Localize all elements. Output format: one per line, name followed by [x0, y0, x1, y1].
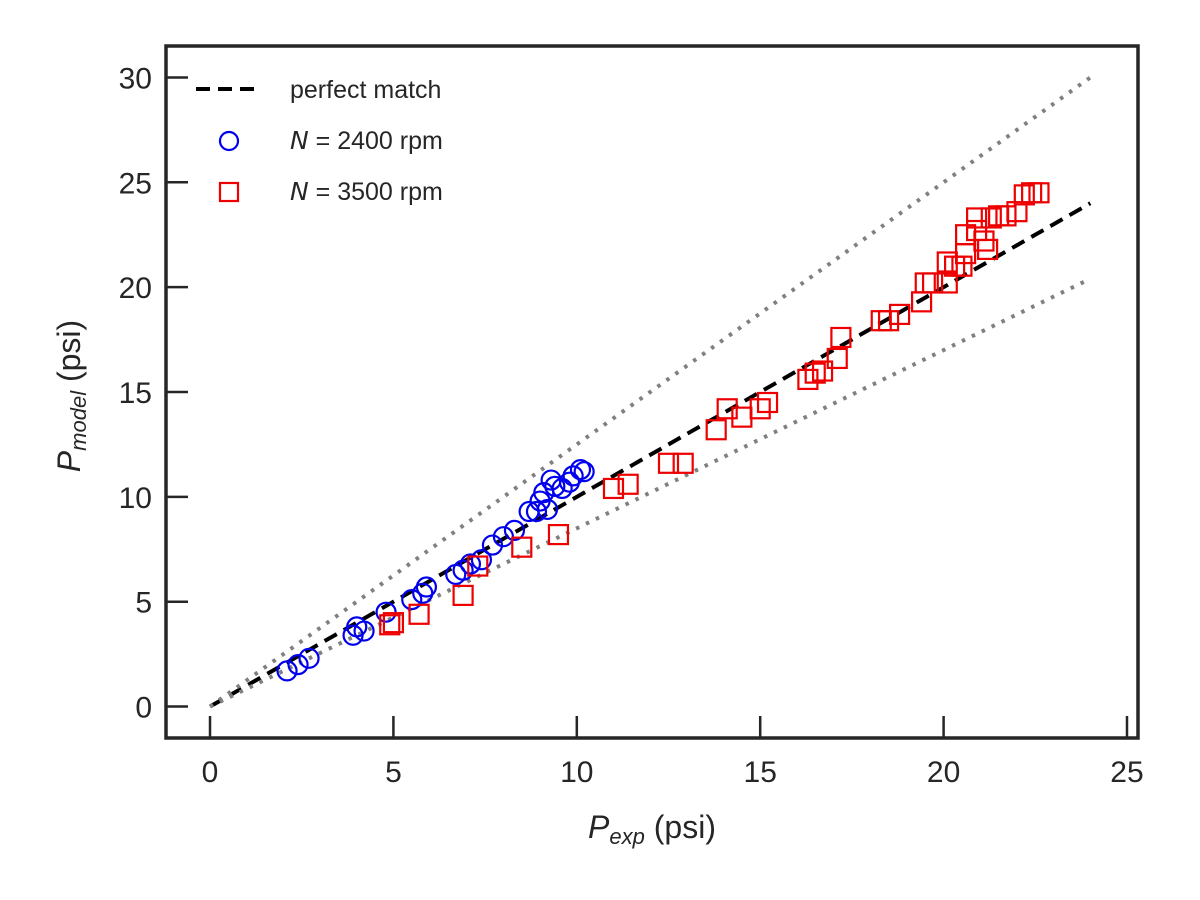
series-0-point-0	[276, 660, 298, 682]
series-0-point-2	[298, 647, 320, 669]
reference-lines	[208, 75, 1092, 709]
x-axis-label: Pexp (psi)	[588, 809, 716, 849]
x-tick-label-3: 15	[744, 756, 777, 789]
series-1-point-28	[936, 251, 958, 273]
legend-3500-label: N = 3500 rpm	[290, 177, 443, 206]
series-1-point-36	[977, 238, 999, 261]
y-tick-label-2: 10	[119, 482, 152, 515]
series-1-point-7	[602, 477, 625, 500]
series-1-point-17	[804, 362, 826, 384]
legend-2400-rest: = 2400 rpm	[309, 127, 443, 155]
series-1-point-15	[756, 391, 779, 414]
axis-ticks: 0 5 10 15 20 25 0 5 10 15 20 25 30	[119, 62, 1144, 789]
series-0-point-11	[452, 559, 474, 581]
series-1-point-43	[1028, 182, 1050, 204]
series-1-point-0	[379, 614, 401, 636]
legend-3500-rest: = 3500 rpm	[309, 178, 443, 206]
x-axis-label-unit: (psi)	[645, 809, 716, 845]
series-1-point-27	[936, 272, 958, 294]
y-tick-label-4: 20	[119, 272, 152, 305]
legend-3500-marker	[218, 181, 240, 203]
series-0-point-27	[569, 458, 592, 481]
series-1-point-18	[811, 360, 834, 382]
x-tick-label-1: 5	[385, 756, 402, 789]
reference-line-2	[209, 276, 1092, 709]
series-1-point-19	[826, 347, 848, 370]
series-1-point-22	[877, 310, 900, 332]
series-0-point-7	[401, 588, 423, 611]
series-1-point-10	[672, 452, 694, 474]
y-axis-label-unit: (psi)	[51, 320, 87, 391]
series-0-point-13	[470, 549, 493, 571]
y-tick-label-0: 0	[135, 692, 152, 725]
y-tick-label-3: 15	[119, 377, 152, 410]
x-tick-label-2: 10	[560, 756, 593, 789]
series-1-point-5	[511, 536, 533, 558]
series-0-point-16	[503, 519, 526, 542]
series-1-point-13	[731, 406, 753, 428]
legend-3500-var: N	[290, 177, 309, 206]
x-axis-label-var: P	[588, 809, 610, 845]
series-0-point-28	[573, 461, 595, 483]
series-1-point-12	[716, 398, 738, 420]
series-1-point-9	[657, 452, 680, 474]
series-0-point-18	[525, 500, 548, 523]
series-1-point-1	[382, 612, 405, 634]
y-axis-label: Pmodel (psi)	[51, 320, 91, 472]
y-tick-label-5: 25	[119, 167, 152, 200]
y-tick-label-1: 5	[135, 587, 152, 620]
series-1-point-40	[1006, 201, 1028, 223]
legend-2400-marker	[218, 130, 240, 152]
series-0-point-1	[287, 654, 309, 676]
series-1-point-34	[966, 207, 988, 229]
series-0-point-21	[536, 498, 559, 521]
series-1-point-16	[797, 368, 819, 391]
series-0-point-24	[551, 477, 573, 500]
series-1-point-3	[452, 584, 474, 607]
series-0-point-26	[562, 465, 584, 487]
y-axis-label-var: P	[51, 450, 87, 472]
series-1-point-26	[921, 272, 944, 294]
series-1-point-35	[973, 230, 995, 252]
series-0-point-9	[415, 576, 438, 598]
series-1-point-11	[705, 419, 727, 441]
legend-2400-label: N = 2400 rpm	[290, 126, 443, 155]
series-1-point-39	[995, 205, 1017, 227]
y-axis-label-sub: model	[66, 390, 91, 451]
x-tick-label-0: 0	[202, 756, 219, 789]
series-1-point-14	[749, 398, 771, 420]
series-1-point-6	[547, 523, 570, 546]
x-tick-label-5: 25	[1110, 756, 1143, 789]
series-1-point-20	[830, 326, 852, 349]
reference-line-1	[208, 75, 1092, 709]
series-1-point-41	[1013, 184, 1035, 206]
series-1-point-25	[914, 272, 936, 294]
series-1-point-4	[467, 555, 489, 577]
legend-2400-var: N	[290, 126, 309, 155]
y-tick-label-6: 30	[119, 62, 152, 95]
series-1-point-2	[408, 603, 430, 625]
legend-perfect-match-label: perfect match	[290, 76, 441, 104]
legend: perfect match N = 2400 rpm N = 3500 rpm	[196, 76, 443, 206]
series-1-point-37	[980, 207, 1002, 229]
reference-line-0	[209, 201, 1092, 709]
series-1-point-30	[951, 255, 973, 277]
series-0-point-12	[459, 553, 482, 575]
x-tick-label-4: 20	[927, 756, 960, 789]
x-axis-label-sub: exp	[609, 824, 644, 849]
series-0-point-5	[353, 620, 375, 642]
series-1-point-8	[617, 473, 639, 495]
data-markers	[276, 182, 1050, 682]
series-1-point-23	[888, 303, 911, 326]
